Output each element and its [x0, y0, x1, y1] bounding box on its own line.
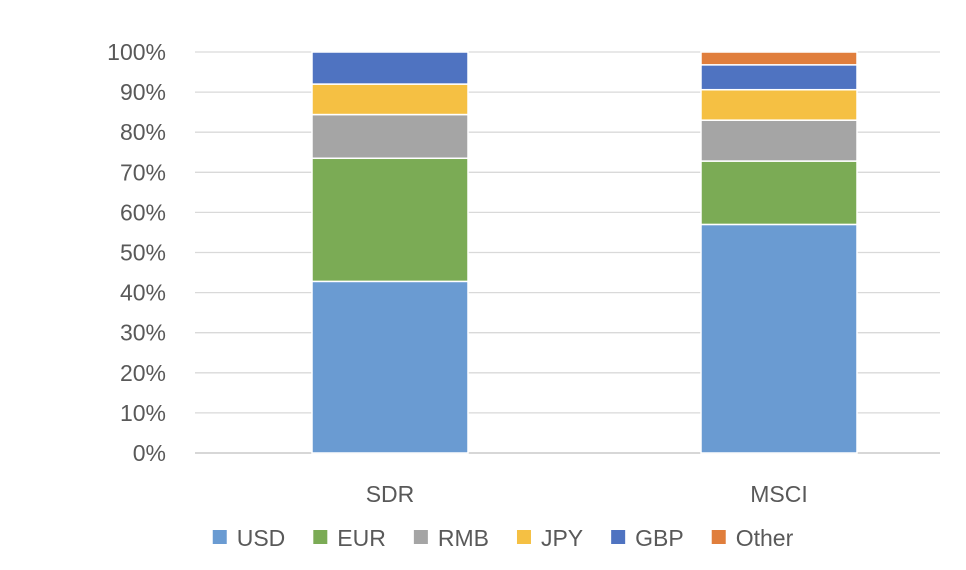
- legend-swatch-rmb: [413, 530, 428, 544]
- y-tick-label: 70%: [120, 159, 166, 185]
- bar-segment-gbp-msci: [700, 64, 858, 91]
- bar-segment-usd-msci: [700, 223, 858, 454]
- y-tick-label: 50%: [120, 240, 166, 266]
- bar-segment-rmb-sdr: [311, 113, 469, 160]
- y-tick-label: 40%: [120, 280, 166, 306]
- legend-label-rmb: RMB: [438, 525, 489, 551]
- bar-segment-eur-msci: [700, 160, 858, 226]
- legend-swatch-gbp: [611, 530, 626, 544]
- legend-swatch-eur: [313, 530, 328, 544]
- y-tick-label: 20%: [120, 360, 166, 386]
- bar-segment-rmb-msci: [700, 119, 858, 162]
- legend-label-jpy: JPY: [541, 525, 583, 551]
- legend-swatch-other: [711, 530, 726, 544]
- x-category-label: MSCI: [750, 481, 808, 507]
- y-tick-label: 100%: [107, 39, 166, 65]
- legend-label-usd: USD: [237, 525, 286, 551]
- bar-segment-jpy-sdr: [311, 83, 469, 116]
- bar-segment-other-msci: [700, 51, 858, 66]
- y-tick-label: 30%: [120, 320, 166, 346]
- legend: USD EUR RMB JPY GBP Other: [212, 525, 794, 551]
- y-tick-label: 90%: [120, 79, 166, 105]
- bars: [311, 51, 858, 454]
- bar-segment-gbp-sdr: [311, 51, 469, 85]
- legend-swatch-jpy: [516, 530, 531, 544]
- bar-segment-jpy-msci: [700, 88, 858, 121]
- bar-segment-usd-sdr: [311, 280, 469, 454]
- x-category-label: SDR: [366, 481, 415, 507]
- bar-segment-eur-sdr: [311, 157, 469, 283]
- legend-label-gbp: GBP: [635, 525, 684, 551]
- legend-label-other: Other: [736, 525, 794, 551]
- y-tick-label: 10%: [120, 400, 166, 426]
- y-tick-label: 60%: [120, 199, 166, 225]
- legend-label-eur: EUR: [337, 525, 386, 551]
- y-tick-label: 0%: [133, 440, 166, 466]
- legend-swatch-usd: [212, 530, 227, 544]
- axes: 0% 10% 20% 30% 40% 50% 60% 70% 80% 90% 100% SDR MSCI: [107, 39, 808, 507]
- y-tick-label: 80%: [120, 119, 166, 145]
